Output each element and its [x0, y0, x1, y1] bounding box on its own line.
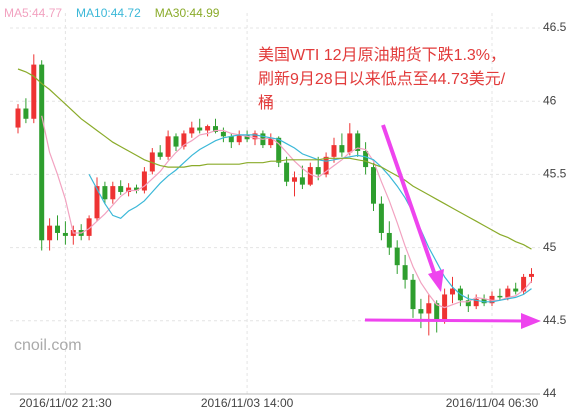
candle-body [268, 137, 274, 146]
legend-entry: MA10:44.72 [76, 6, 141, 20]
candle-body [205, 126, 211, 131]
ma-line [41, 115, 532, 309]
candle-body [228, 136, 234, 143]
candle-body [86, 218, 92, 236]
candle-body [529, 273, 534, 277]
x-tick-label: 2016/11/02 21:30 [19, 396, 112, 410]
candle-body [497, 295, 503, 298]
candle-body [284, 162, 290, 182]
candle-body [15, 108, 21, 128]
candle-body [418, 309, 424, 314]
legend-entry: MA5:44.77 [4, 6, 62, 20]
y-tick-label: 45 [543, 240, 557, 254]
candle-body [39, 64, 45, 241]
candle-body [47, 225, 53, 241]
candle-body [23, 108, 29, 119]
candle-body [197, 127, 203, 131]
arrow-head [428, 269, 444, 292]
candle-body [236, 134, 242, 143]
candle-body [276, 137, 282, 163]
candle-body [347, 133, 353, 153]
candle-body [181, 133, 187, 147]
arrow [381, 124, 438, 279]
candle-body [189, 127, 195, 134]
candle-body [450, 288, 455, 295]
candle-body [386, 232, 392, 248]
candle-body [118, 186, 124, 192]
candle-body [410, 279, 416, 310]
candle-body [315, 167, 321, 175]
candle-body [126, 187, 132, 192]
candle-body [307, 167, 313, 185]
candle-body [244, 134, 250, 140]
x-tick-label: 2016/11/03 14:00 [201, 396, 294, 410]
candle-body [363, 150, 369, 168]
candle-body [402, 265, 408, 280]
candle-body [55, 225, 60, 233]
candle-body [473, 298, 479, 307]
candle-body [149, 152, 155, 172]
candle-body [521, 276, 527, 292]
candle-body [220, 131, 226, 137]
y-tick-label: 44.5 [543, 313, 567, 327]
candle-body [94, 186, 100, 219]
candle-body [292, 177, 297, 182]
arrow-head [521, 313, 541, 329]
annotation: 刷新9月28日以来低点至44.73美元/ [258, 70, 506, 88]
candle-body [157, 152, 163, 157]
candle-body [355, 133, 361, 151]
annotation: 美国WTI 12月原油期货下跌1.3%， [258, 46, 506, 64]
candle-body [102, 186, 108, 200]
x-tick-label: 2016/11/04 06:30 [446, 396, 539, 410]
arrow [364, 318, 526, 323]
candle-body [371, 167, 376, 204]
candle-body [62, 232, 68, 236]
candle-body [331, 145, 337, 157]
candle-body [434, 303, 440, 321]
annotation: 桶 [258, 94, 274, 112]
candle-body [252, 133, 258, 140]
candle-body [173, 136, 179, 147]
candle-body [378, 203, 384, 233]
candle-body [465, 300, 471, 307]
candle-body [513, 288, 519, 292]
candle-body [141, 171, 147, 191]
candle-body [31, 64, 37, 119]
candle-body [481, 298, 487, 304]
candle-body [110, 186, 116, 200]
y-tick-label: 44 [543, 386, 557, 400]
candle-body [505, 288, 511, 298]
candle-body [426, 303, 432, 314]
candle-body [489, 295, 495, 304]
y-tick-label: 45.5 [543, 167, 567, 181]
ma-line [17, 68, 532, 250]
candle-body [394, 247, 400, 266]
candle-body [134, 187, 139, 191]
legend-entry: MA30:44.99 [155, 6, 220, 20]
y-tick-label: 46 [543, 93, 557, 107]
y-tick-label: 46.5 [543, 20, 567, 34]
watermark: cnoil.com [14, 337, 82, 354]
candle-body [323, 156, 329, 175]
candle-body [213, 126, 218, 132]
candle-body [299, 177, 305, 185]
ma-line [88, 134, 532, 303]
candle-body [165, 136, 171, 157]
candle-body [339, 145, 345, 153]
